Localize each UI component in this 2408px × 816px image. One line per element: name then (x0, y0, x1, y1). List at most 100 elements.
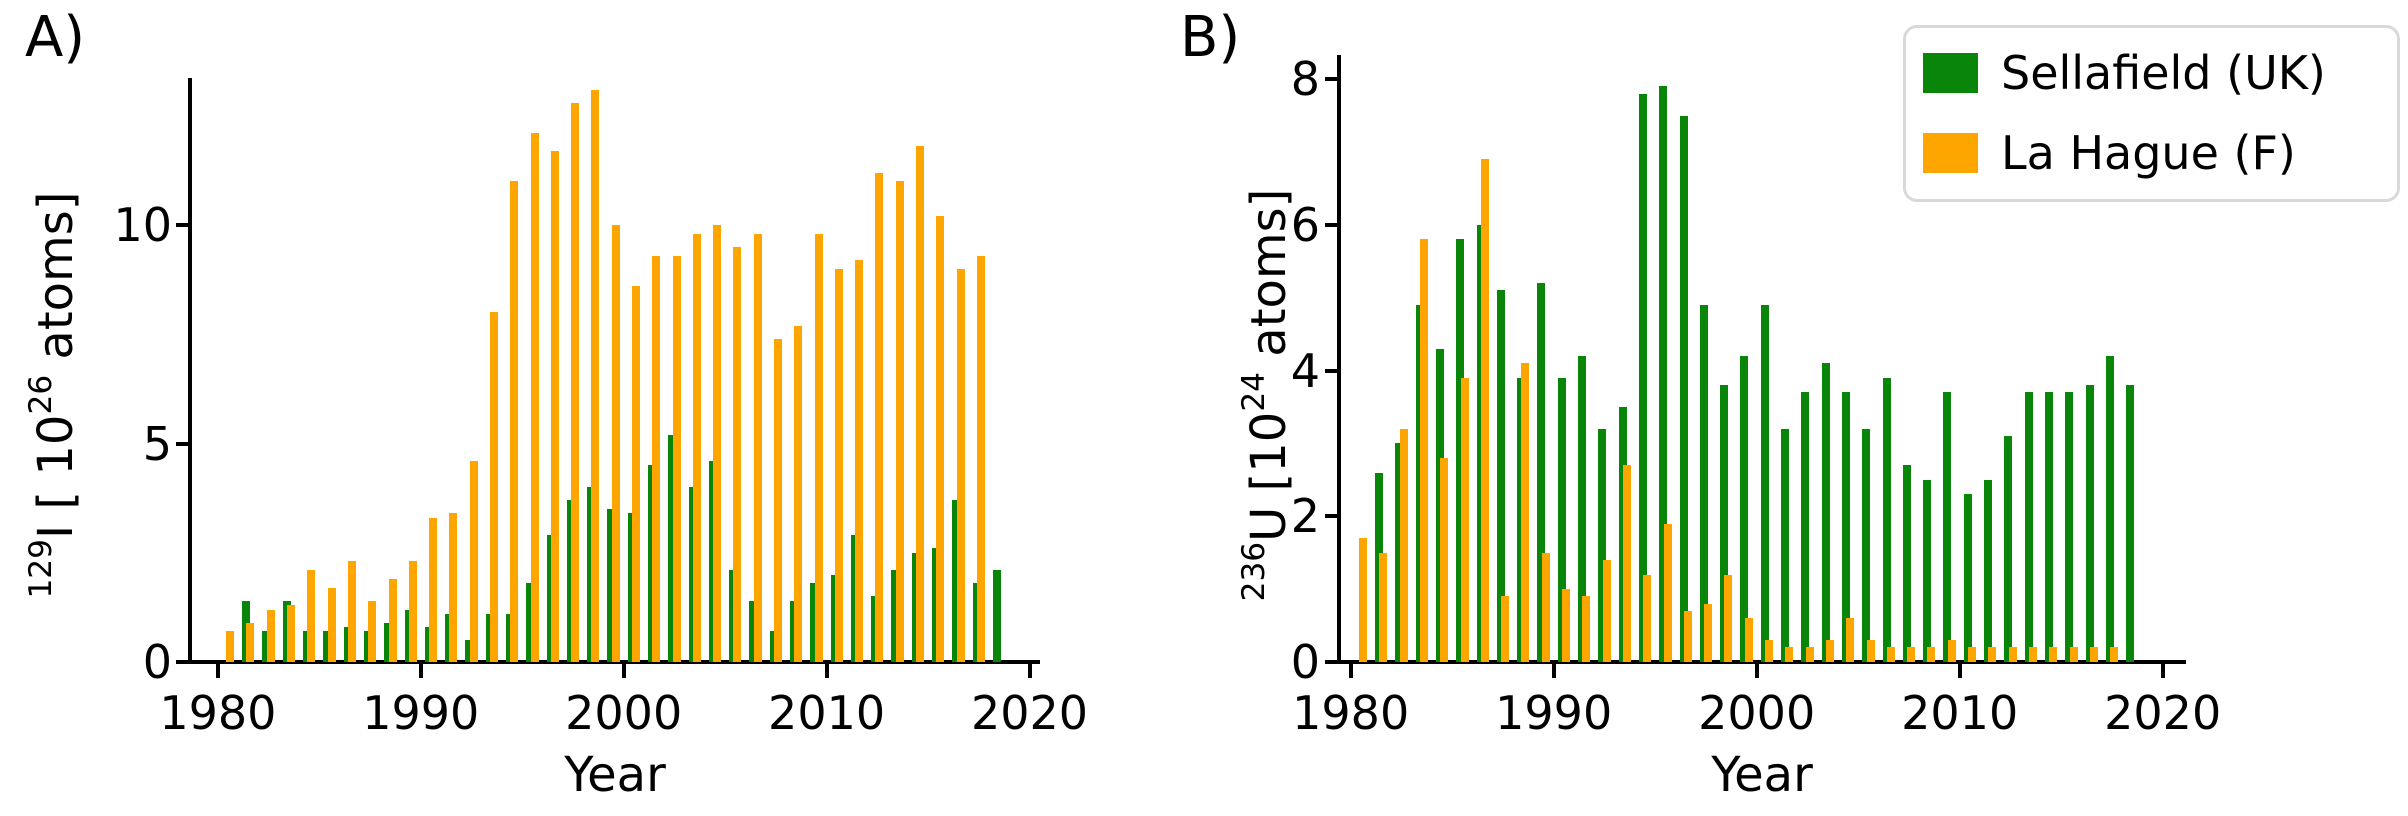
bar-la-hague-1993 (469, 461, 478, 662)
x-tick-mark-2010 (1957, 662, 1962, 678)
bar-la-hague-1982 (246, 623, 255, 662)
x-tick-label-2010: 2010 (768, 686, 886, 740)
legend-label-la-hague: La Hague (F) (2001, 126, 2296, 180)
bar-sellafield-2001 (647, 465, 656, 662)
bar-sellafield-2007 (1902, 465, 1911, 662)
x-tick-mark-2000 (621, 662, 626, 678)
ylabel-text: atoms] (28, 191, 84, 375)
bar-sellafield-2010 (830, 575, 839, 662)
bar-la-hague-1981 (226, 631, 235, 662)
x-tick-label-2000: 2000 (565, 686, 683, 740)
legend-swatch-sellafield (1923, 53, 1978, 93)
panel-a-y-axis-label: 129I [ 1026 atoms] (15, 45, 84, 745)
ylabel-superscript: 24 (1236, 371, 1273, 412)
y-tick-label-10: 10 (113, 198, 172, 252)
bar-sellafield-1988 (384, 623, 393, 662)
bar-la-hague-2014 (895, 181, 904, 662)
bar-sellafield-1986 (343, 627, 352, 662)
bar-la-hague-2006 (1866, 640, 1875, 662)
bar-sellafield-2005 (1862, 429, 1871, 662)
bar-la-hague-1995 (1643, 575, 1652, 662)
bar-sellafield-2014 (911, 553, 920, 662)
bar-la-hague-1983 (1399, 429, 1408, 662)
panel-b-letter: B) (1180, 5, 1241, 70)
x-tick-mark-2010 (824, 662, 829, 678)
bar-sellafield-2012 (871, 596, 880, 662)
bar-sellafield-1989 (1537, 283, 1546, 662)
bar-sellafield-1991 (445, 614, 454, 662)
bar-la-hague-1987 (347, 561, 356, 662)
bar-la-hague-2014 (2028, 647, 2037, 662)
bar-la-hague-1984 (1419, 239, 1428, 662)
bar-sellafield-1996 (546, 535, 555, 662)
panel-b-x-axis-label: Year (1711, 747, 1813, 803)
x-tick-label-2000: 2000 (1698, 686, 1816, 740)
bar-la-hague-2008 (1907, 647, 1916, 662)
bar-la-hague-1996 (530, 133, 539, 662)
bar-la-hague-1989 (1521, 363, 1530, 662)
bar-sellafield-1988 (1517, 378, 1526, 662)
bar-la-hague-2015 (916, 146, 925, 662)
panel-a-letter: A) (25, 5, 86, 70)
bar-sellafield-1987 (363, 631, 372, 662)
x-tick-label-1990: 1990 (1495, 686, 1613, 740)
bar-sellafield-1999 (1740, 356, 1749, 662)
y-tick-mark-6 (1325, 222, 1339, 227)
bar-sellafield-1981 (1375, 473, 1383, 662)
bar-sellafield-1993 (1618, 407, 1627, 662)
bar-sellafield-2004 (708, 461, 717, 662)
bar-sellafield-1985 (323, 631, 332, 662)
bar-sellafield-2017 (972, 583, 981, 662)
bar-la-hague-2013 (2008, 647, 2017, 662)
bar-sellafield-1990 (424, 627, 433, 662)
y-tick-mark-2 (1325, 514, 1339, 519)
bar-sellafield-1994 (505, 614, 514, 662)
bar-sellafield-1999 (607, 509, 616, 662)
x-tick-label-2010: 2010 (1901, 686, 2019, 740)
bar-sellafield-2011 (1984, 480, 1992, 662)
bar-sellafield-1984 (1435, 349, 1444, 662)
y-tick-label-6: 6 (1290, 197, 1320, 252)
bar-la-hague-2015 (2049, 647, 2058, 662)
panel-b-y-axis-spine (1337, 55, 1341, 664)
bar-sellafield-1981 (242, 601, 251, 662)
bar-sellafield-2003 (688, 487, 697, 662)
bar-la-hague-2017 (2089, 647, 2098, 662)
bar-sellafield-1997 (566, 500, 575, 662)
bar-la-hague-1982 (1379, 553, 1388, 662)
bar-la-hague-2012 (1988, 647, 1997, 662)
bar-la-hague-2018 (976, 256, 985, 662)
bar-sellafield-2014 (2044, 392, 2053, 662)
bar-la-hague-1988 (1501, 596, 1510, 662)
bar-la-hague-2008 (774, 339, 783, 662)
bar-la-hague-2011 (834, 269, 843, 662)
y-tick-label-0: 0 (1290, 635, 1320, 689)
bar-sellafield-1989 (404, 610, 413, 662)
bar-la-hague-2004 (1825, 640, 1834, 662)
bar-la-hague-2007 (1886, 647, 1895, 662)
x-tick-mark-1980 (1348, 662, 1353, 678)
bar-sellafield-2006 (1882, 378, 1891, 662)
bar-la-hague-2001 (631, 286, 640, 662)
y-tick-mark-4 (1325, 368, 1339, 373)
bar-sellafield-2008 (1923, 480, 1932, 662)
bar-sellafield-1986 (1476, 225, 1485, 662)
bar-la-hague-2000 (611, 225, 620, 662)
bar-sellafield-2009 (810, 583, 819, 662)
bar-la-hague-1983 (266, 610, 275, 662)
bar-la-hague-2016 (2069, 647, 2078, 662)
bar-sellafield-2018 (2126, 385, 2135, 662)
panel-b-x-axis-spine (1337, 660, 2186, 664)
y-tick-mark-0 (176, 660, 190, 664)
bar-sellafield-1997 (1699, 305, 1708, 662)
bar-la-hague-2007 (753, 234, 762, 662)
bar-sellafield-2009 (1943, 392, 1952, 662)
bar-la-hague-1997 (550, 151, 559, 662)
bar-la-hague-1997 (1683, 611, 1692, 662)
bar-sellafield-1984 (303, 631, 312, 662)
bar-la-hague-2002 (652, 256, 661, 662)
bar-sellafield-1987 (1496, 290, 1505, 662)
bar-la-hague-1989 (388, 579, 397, 662)
bar-la-hague-2011 (1968, 647, 1976, 662)
